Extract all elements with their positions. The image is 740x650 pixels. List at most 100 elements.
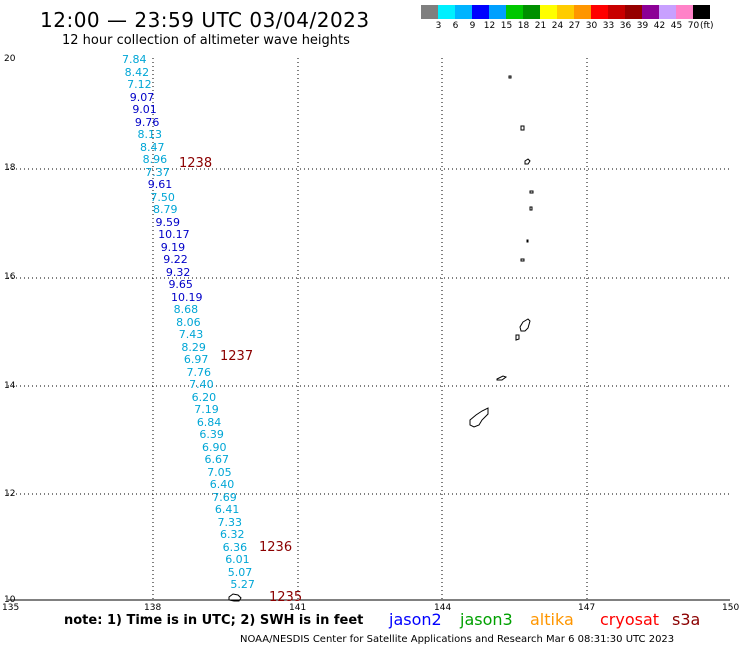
legend-label: 30	[585, 21, 598, 31]
color-legend	[421, 5, 710, 19]
wave-height-value: 6.67	[204, 453, 230, 466]
legend-swatch	[523, 5, 540, 19]
map-title: 12:00 — 23:59 UTC 03/04/2023	[40, 8, 370, 32]
island-rota	[496, 375, 508, 381]
grid-lines	[8, 58, 730, 600]
wave-height-value: 6.32	[220, 528, 245, 541]
legend-label: 27	[568, 21, 581, 31]
wave-height-value: 6.36	[222, 540, 248, 554]
pass-time-label: 1235	[269, 590, 303, 605]
legend-swatch	[455, 5, 472, 19]
satellite-label: s3a	[672, 610, 701, 629]
pass-time-label: 1238	[179, 156, 213, 171]
wave-height-value: 7.37	[145, 165, 170, 179]
wave-height-value: 8.42	[124, 65, 150, 79]
legend-swatch	[540, 5, 557, 19]
wave-height-value: 9.19	[160, 240, 186, 254]
legend-label: 3	[435, 21, 442, 31]
legend-swatch	[693, 5, 710, 19]
legend-swatch	[574, 5, 591, 19]
legend-swatch	[676, 5, 693, 19]
legend-label: 15	[500, 21, 513, 31]
x-tick-label: 147	[578, 603, 596, 613]
legend-label: 39	[636, 21, 649, 31]
wave-height-value: 8.79	[152, 203, 178, 216]
y-tick-label: 14	[4, 381, 16, 391]
wave-height-value: 9.01	[132, 103, 157, 116]
wave-height-value: 9.76	[134, 115, 160, 129]
wave-height-value: 5.27	[230, 578, 255, 591]
island-agrihan	[529, 190, 534, 194]
wave-height-value: 6.41	[214, 503, 240, 516]
island-asuncion	[524, 158, 531, 165]
wave-height-value: 6.90	[201, 440, 227, 454]
wave-height-value: 8.96	[142, 153, 168, 166]
note-text: note: 1) Time is in UTC; 2) SWH is in fe…	[64, 613, 364, 628]
x-tick-label: 141	[289, 603, 307, 613]
wave-height-value: 8.06	[176, 315, 201, 329]
satellite-label: jason3	[460, 610, 513, 629]
wave-height-value: 7.84	[122, 53, 147, 66]
wave-height-value: 6.01	[225, 553, 250, 566]
legend-label: 6	[452, 21, 459, 31]
wave-height-value: 8.68	[173, 303, 199, 316]
color-legend-labels: 3 6 9 12 15 18 21 24 27 30 33 36 39 42 45 70 (ft)	[421, 21, 740, 33]
legend-label: 36	[619, 21, 632, 31]
wave-height-value: 10.17	[158, 228, 190, 241]
island-maug	[520, 125, 525, 131]
legend-swatch	[489, 5, 506, 19]
legend-unit: (ft)	[700, 21, 714, 31]
wave-height-value: 6.20	[191, 390, 217, 404]
legend-label: 9	[469, 21, 476, 31]
wave-height-value: 9.32	[165, 265, 191, 279]
footer-credit: NOAA/NESDIS Center for Satellite Applica…	[240, 634, 675, 645]
y-tick-label: 12	[4, 489, 16, 499]
island-alamagan	[526, 239, 529, 243]
wave-height-value: 7.19	[194, 403, 219, 416]
wave-height-value: 7.50	[150, 190, 175, 204]
wave-height-value: 10.19	[171, 290, 203, 304]
wave-height-value: 7.43	[178, 328, 204, 341]
legend-swatch	[472, 5, 489, 19]
satellite-label: jason2	[389, 610, 442, 629]
legend-swatch	[557, 5, 574, 19]
wave-height-value: 9.59	[155, 215, 181, 229]
legend-swatch	[438, 5, 455, 19]
wave-height-value: 8.13	[137, 128, 162, 141]
legend-label: 24	[551, 21, 564, 31]
island-pagan	[529, 206, 533, 211]
legend-label: 42	[653, 21, 666, 31]
wave-height-value: 8.29	[181, 340, 206, 354]
wave-height-value: 9.07	[129, 90, 155, 104]
wave-height-value: 8.47	[140, 140, 165, 154]
legend-swatch	[642, 5, 659, 19]
legend-label: 33	[602, 21, 615, 31]
legend-swatch	[506, 5, 523, 19]
legend-label: 70	[687, 21, 700, 31]
island-palau	[228, 593, 242, 602]
wave-height-value: 7.40	[189, 378, 214, 391]
legend-label: 45	[670, 21, 683, 31]
legend-label: 12	[483, 21, 496, 31]
legend-label: 21	[534, 21, 547, 31]
pass-time-label: 1236	[259, 540, 293, 555]
wave-height-value: 6.40	[209, 478, 235, 491]
map-subtitle: 12 hour collection of altimeter wave hei…	[62, 33, 350, 48]
wave-height-value: 7.05	[207, 465, 232, 479]
wave-height-value: 9.65	[168, 278, 193, 291]
y-tick-label: 18	[4, 163, 16, 173]
x-tick-label: 144	[434, 603, 452, 613]
wave-height-value: 6.97	[183, 353, 209, 366]
legend-swatch	[608, 5, 625, 19]
y-tick-label: 10	[4, 595, 16, 605]
wave-height-value: 9.22	[163, 253, 188, 266]
wave-height-value: 7.76	[186, 365, 212, 379]
legend-swatch	[591, 5, 608, 19]
pass-time-label: 1237	[220, 349, 254, 364]
legend-swatch	[659, 5, 676, 19]
island-saipan	[519, 318, 531, 332]
island-farallon-de-pajaros	[508, 75, 512, 79]
x-tick-label: 135	[2, 603, 20, 613]
